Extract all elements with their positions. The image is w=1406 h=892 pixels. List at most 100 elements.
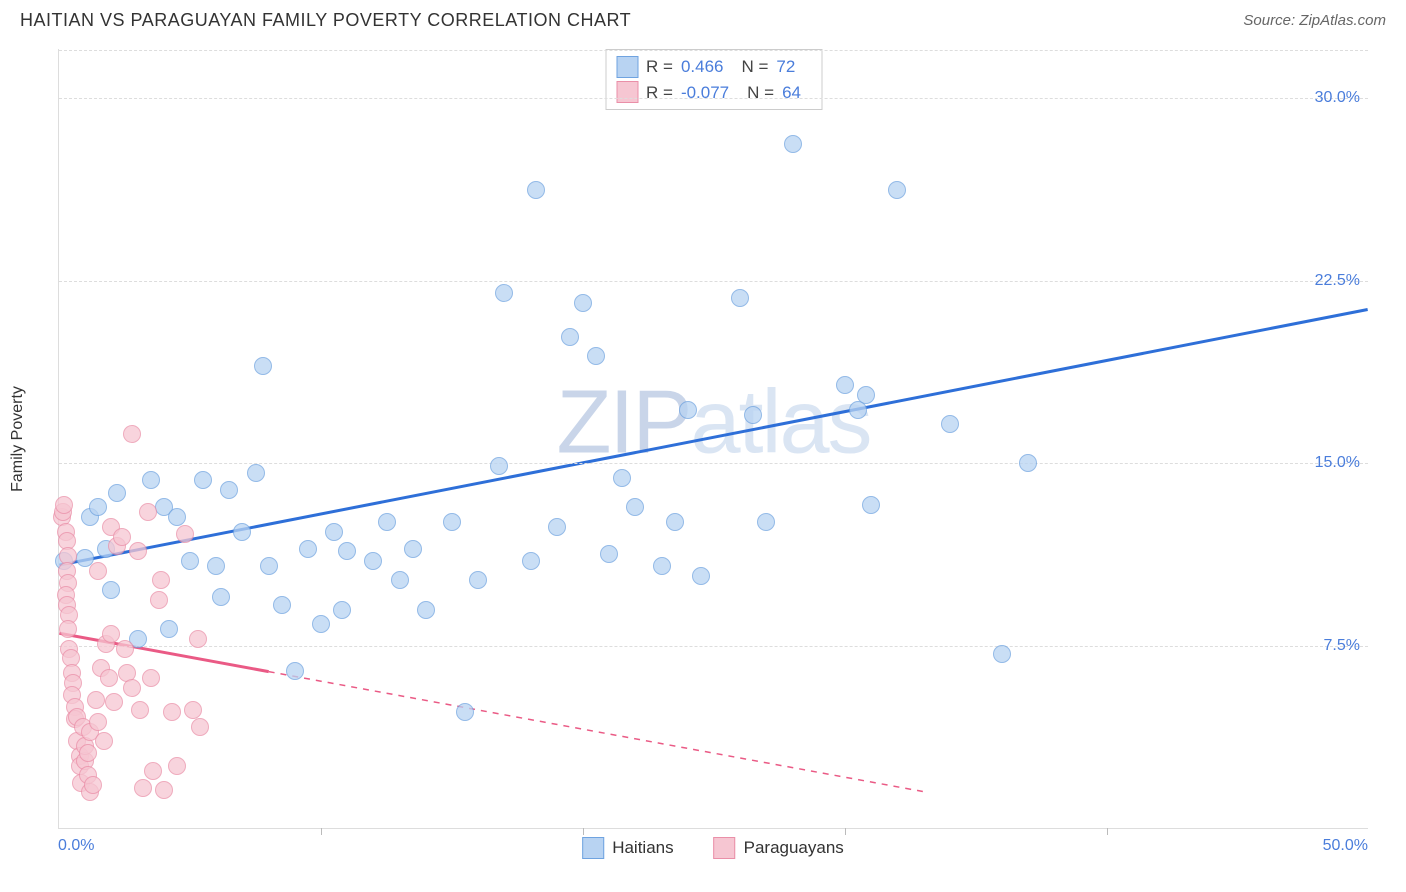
haitian-point [212, 588, 230, 606]
haitian-point [888, 181, 906, 199]
r-value: 0.466 [681, 54, 724, 80]
paraguayan-point [102, 625, 120, 643]
legend-swatch [714, 837, 736, 859]
haitian-point [312, 615, 330, 633]
legend-swatch [616, 81, 638, 103]
haitian-point [561, 328, 579, 346]
haitian-point [613, 469, 631, 487]
haitian-point [941, 415, 959, 433]
haitian-point [181, 552, 199, 570]
y-tick-label: 7.5% [1324, 637, 1360, 655]
x-axis-start-label: 0.0% [58, 837, 94, 855]
haitian-point [391, 571, 409, 589]
paraguayan-point [134, 779, 152, 797]
haitian-point [692, 567, 710, 585]
r-label: R = [646, 54, 673, 80]
haitian-point [260, 557, 278, 575]
paraguayan-point [89, 562, 107, 580]
haitian-point [194, 471, 212, 489]
n-value: 72 [776, 54, 795, 80]
haitian-point [443, 513, 461, 531]
gridline [59, 98, 1368, 99]
paraguayan-point [176, 525, 194, 543]
haitian-point [731, 289, 749, 307]
haitian-point [522, 552, 540, 570]
haitian-point [757, 513, 775, 531]
paraguayan-point [100, 669, 118, 687]
x-tick [1107, 828, 1108, 835]
haitian-point [333, 601, 351, 619]
haitian-point [254, 357, 272, 375]
haitian-point [653, 557, 671, 575]
paraguayan-point [150, 591, 168, 609]
series-legend: Haitians Paraguayans [582, 837, 844, 859]
haitian-point [836, 376, 854, 394]
haitian-point [142, 471, 160, 489]
haitian-point [108, 484, 126, 502]
paraguayan-point [191, 718, 209, 736]
chart-area: Family Poverty ZIPatlas R = 0.466N = 72R… [58, 49, 1368, 829]
paraguayan-point [113, 528, 131, 546]
legend-swatch [616, 56, 638, 78]
haitian-point [587, 347, 605, 365]
haitian-point [220, 481, 238, 499]
haitian-point [233, 523, 251, 541]
paraguayan-point [79, 744, 97, 762]
haitian-point [679, 401, 697, 419]
y-tick-label: 15.0% [1315, 454, 1360, 472]
paraguayan-point [184, 701, 202, 719]
paraguayan-point [87, 691, 105, 709]
paraguayan-point [163, 703, 181, 721]
haitian-point [404, 540, 422, 558]
paraguayan-point [131, 701, 149, 719]
x-axis-end-label: 50.0% [1323, 837, 1368, 855]
x-tick [321, 828, 322, 835]
r-label: R = [646, 80, 673, 106]
haitian-point [102, 581, 120, 599]
x-tick [583, 828, 584, 835]
haitian-point [456, 703, 474, 721]
paraguayan-point [116, 640, 134, 658]
haitian-point [490, 457, 508, 475]
haitian-point [666, 513, 684, 531]
paraguayan-point [189, 630, 207, 648]
source-label: Source: [1243, 12, 1295, 29]
paraguayan-point [142, 669, 160, 687]
paraguayan-point [155, 781, 173, 799]
haitian-point [600, 545, 618, 563]
paraguayan-point [84, 776, 102, 794]
legend-swatch [582, 837, 604, 859]
gridline [59, 281, 1368, 282]
trend-lines [59, 49, 1368, 828]
haitian-point [1019, 454, 1037, 472]
paraguayan-point [139, 503, 157, 521]
paraguayan-point [123, 679, 141, 697]
correlation-legend: R = 0.466 N = 72R = -0.077N = 64 [605, 49, 822, 110]
correlation-legend-row: R = 0.466 N = 72 [616, 54, 811, 80]
haitian-point [338, 542, 356, 560]
haitian-point [857, 386, 875, 404]
y-axis-label: Family Poverty [9, 386, 27, 492]
legend-item: Haitians [582, 837, 673, 859]
haitian-point [168, 508, 186, 526]
n-value: 64 [782, 80, 801, 106]
gridline [59, 646, 1368, 647]
paraguayan-point [59, 620, 77, 638]
y-tick-label: 30.0% [1315, 89, 1360, 107]
haitian-point [286, 662, 304, 680]
correlation-legend-row: R = -0.077N = 64 [616, 80, 811, 106]
paraguayan-point [123, 425, 141, 443]
legend-item: Paraguayans [714, 837, 844, 859]
haitian-point [378, 513, 396, 531]
haitian-point [469, 571, 487, 589]
haitian-point [247, 464, 265, 482]
haitian-point [89, 498, 107, 516]
n-label: N = [747, 80, 774, 106]
haitian-point [784, 135, 802, 153]
haitian-point [207, 557, 225, 575]
haitian-point [548, 518, 566, 536]
haitian-point [744, 406, 762, 424]
n-label: N = [741, 54, 768, 80]
haitian-point [273, 596, 291, 614]
haitian-point [626, 498, 644, 516]
